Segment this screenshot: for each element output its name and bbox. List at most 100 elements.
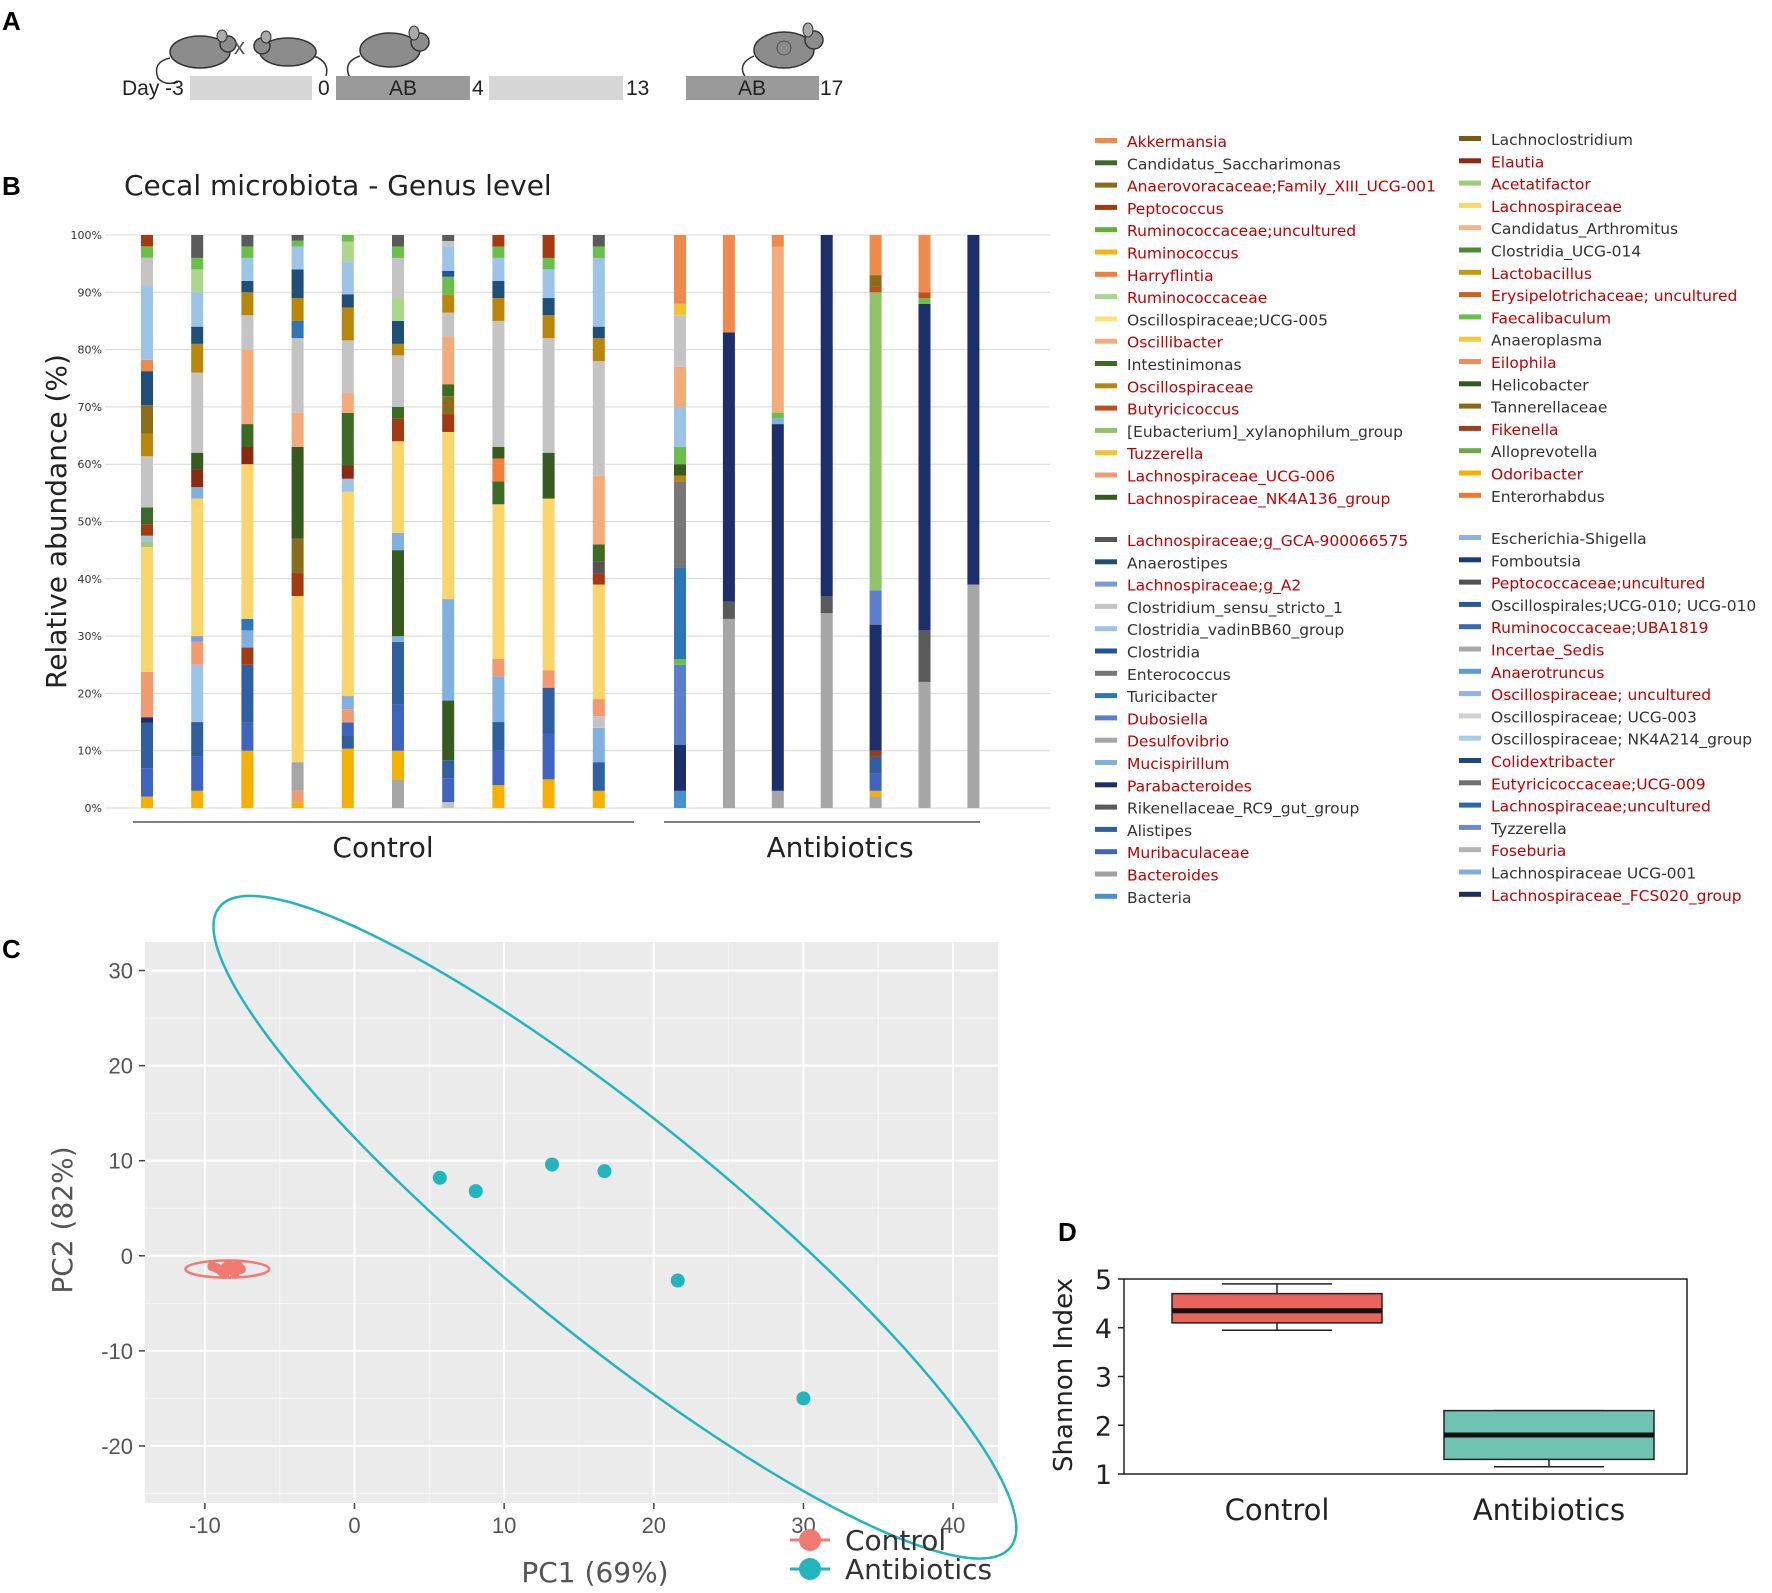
bar-13 <box>771 235 784 808</box>
bar-segment <box>592 235 605 247</box>
bar-segment <box>542 670 555 688</box>
bar-segment <box>918 303 931 631</box>
legend-item: Candidatus_Arthromitus <box>1459 220 1678 239</box>
legend-label: Muribaculaceae <box>1127 844 1249 862</box>
bar-segment <box>341 491 354 697</box>
legend-item: Lachnospiraceae_UCG-006 <box>1095 468 1335 487</box>
timeline-tick-13: 13 <box>626 77 649 100</box>
legend-label: Harryflintia <box>1127 267 1214 285</box>
group-label-antibiotics: Antibiotics <box>766 831 913 864</box>
legend-swatch <box>1459 470 1481 476</box>
legend-label-control: Control <box>845 1524 946 1557</box>
bar-segment <box>141 796 153 808</box>
legend-item: Mucispirillum <box>1095 755 1229 773</box>
legend-item: Ruminococcus <box>1095 245 1239 263</box>
legend-item: Bacteria <box>1095 889 1191 907</box>
legend-label: Enterococcus <box>1127 666 1231 684</box>
legend-item: Peptococcaceae;uncultured <box>1459 575 1705 593</box>
genus-legend: Akkermansia Candidatus_Saccharimonas Anaer… <box>1095 131 1756 907</box>
legend-item: Lachnospiraceae;uncultured <box>1459 798 1711 816</box>
y-tick-label: 40% <box>78 573 102 586</box>
legend-marker <box>799 1529 821 1551</box>
bar-segment <box>542 338 555 453</box>
bar-segment <box>442 270 455 277</box>
legend-label: Peptococcus <box>1127 200 1224 218</box>
legend-swatch <box>1459 336 1481 342</box>
legend-swatch <box>1459 225 1481 231</box>
panel-label-a: A <box>2 6 21 36</box>
bar-segment <box>141 541 153 548</box>
bar-segment <box>291 246 304 270</box>
legend-swatch <box>1095 227 1117 233</box>
legend-label: Erysipelotrichaceae; uncultured <box>1491 287 1737 305</box>
legend-swatch <box>1459 891 1481 897</box>
panel-label-c: C <box>2 934 21 964</box>
bar-segment <box>492 257 505 281</box>
bar-segment <box>141 246 153 258</box>
y-tick-label: 1 <box>1095 1460 1112 1491</box>
legend-label: Tannerellaceae <box>1490 399 1607 417</box>
legend-swatch <box>1459 535 1481 540</box>
bar-segment <box>442 396 455 415</box>
bar-segment <box>341 709 354 723</box>
y-tick-label: 30 <box>109 959 133 984</box>
bar-segment <box>291 269 304 299</box>
bar-segment <box>542 687 555 734</box>
y-tick-label: 100% <box>71 229 102 242</box>
x-tick-label: 40 <box>941 1513 965 1538</box>
legend-label: Helicobacter <box>1491 376 1589 394</box>
legend-item: Rikenellaceae_RC9_gut_group <box>1095 800 1359 819</box>
bar-segment <box>392 418 404 442</box>
legend-swatch <box>1459 247 1481 253</box>
panel-label-b: B <box>2 171 21 201</box>
legend-label: Lachnospiraceae_UCG-006 <box>1127 468 1335 487</box>
bar-segment <box>191 636 204 642</box>
legend-item: Foseburia <box>1459 842 1566 860</box>
x-tick-label: 20 <box>642 1513 666 1538</box>
legend-item: Alloprevotella <box>1459 443 1598 461</box>
legend-swatch <box>1095 760 1117 765</box>
legend-item: Incertae_Sedis <box>1459 642 1604 661</box>
bar-segment <box>241 246 254 258</box>
timeline-day-label: Day -3 <box>122 77 184 100</box>
y-tick-label: 3 <box>1095 1363 1112 1394</box>
bar-6 <box>392 235 404 808</box>
legend-swatch <box>1095 494 1117 500</box>
legend-swatch <box>1095 138 1117 143</box>
bar-segment <box>291 240 304 247</box>
bar-segment <box>442 294 455 313</box>
bar-segment <box>291 320 304 339</box>
bar-segment <box>141 433 153 457</box>
bar-segment <box>592 338 605 362</box>
bar-segment <box>869 275 882 287</box>
mouse-icon-3 <box>346 25 430 85</box>
bar-segment <box>141 405 153 434</box>
legend-swatch <box>1095 271 1117 277</box>
y-tick-label: 60% <box>78 458 102 471</box>
legend-swatch <box>1095 160 1117 166</box>
legend-swatch <box>1095 472 1117 478</box>
bar-segment <box>592 727 605 763</box>
legend-label: Enterorhabdus <box>1491 488 1605 506</box>
bar-7 <box>442 235 455 808</box>
bar-segment <box>771 418 784 425</box>
bar-segment <box>141 717 153 723</box>
bar-segment <box>674 235 686 304</box>
legend-item: Fikenella <box>1459 421 1559 439</box>
data-point-antibiotics <box>796 1391 811 1406</box>
y-axis-label: PC2 (82%) <box>46 1146 79 1293</box>
bar-11 <box>674 235 686 808</box>
bar-segment <box>341 340 354 394</box>
bar-segment <box>191 326 204 344</box>
legend-label: Oscillospiraceae;UCG-005 <box>1127 311 1328 329</box>
bar-segment <box>918 298 931 304</box>
bar-segment <box>392 750 404 780</box>
bar-segment <box>442 276 455 295</box>
bar-segment <box>442 599 455 701</box>
legend-item: Anaerostipes <box>1095 554 1228 572</box>
legend-label: Escherichia-Shigella <box>1491 530 1647 548</box>
y-tick-label: 20% <box>78 687 102 700</box>
legend-label: Ruminococcaceae;UBA1819 <box>1491 619 1709 637</box>
bar-17 <box>967 235 980 808</box>
